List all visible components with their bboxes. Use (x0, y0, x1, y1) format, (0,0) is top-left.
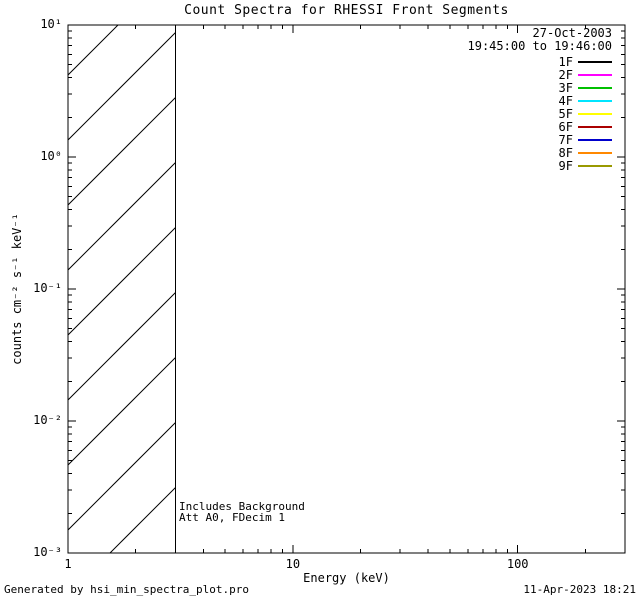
hatch-line (68, 292, 176, 401)
legend-item-6F: 6F (468, 119, 612, 134)
legend-item-9F: 9F (468, 158, 612, 173)
legend-line-swatch (578, 151, 612, 154)
legend-label: 6F (558, 119, 573, 134)
legend-line-swatch (578, 86, 612, 89)
legend-item-5F: 5F (468, 106, 612, 121)
legend-label: 4F (558, 93, 573, 108)
legend-label: 1F (558, 54, 573, 69)
hatch-line (68, 25, 119, 76)
legend-label: 9F (558, 158, 573, 173)
legend-date: 27-Oct-2003 (532, 26, 612, 40)
legend-time-range: 19:45:00 to 19:46:00 (467, 39, 613, 53)
footer-generator: Generated by hsi_min_spectra_plot.pro (4, 583, 250, 596)
legend-line-swatch (578, 73, 612, 76)
y-tick-label: 10⁻¹ (33, 281, 62, 295)
hatch-line (68, 32, 176, 141)
hatch-line (68, 422, 176, 531)
hatch-line (68, 357, 176, 466)
y-tick-label: 10⁻² (33, 413, 62, 427)
hatch-line (68, 97, 176, 206)
x-tick-label: 1 (64, 557, 72, 571)
legend-line-swatch (578, 99, 612, 102)
y-tick-label: 10¹ (40, 17, 62, 31)
legend-item-1F: 1F (468, 54, 612, 69)
legend-label: 2F (558, 67, 573, 82)
legend-line-swatch (578, 164, 612, 167)
legend-item-7F: 7F (468, 132, 612, 147)
annotation-attenuator-state: Att A0, FDecim 1 (179, 511, 285, 524)
legend-item-8F: 8F (468, 145, 612, 160)
legend-line-swatch (578, 60, 612, 63)
annotation-includes-background: Includes Background (179, 500, 305, 513)
legend-line-swatch (578, 125, 612, 128)
hatch-line (68, 162, 176, 271)
legend: 27-Oct-2003 19:45:00 to 19:46:00 1F 2F 3F 4… (467, 26, 613, 173)
footer-timestamp: 11-Apr-2023 18:21 (523, 583, 636, 596)
y-tick-label: 10⁻³ (33, 545, 62, 559)
x-tick-label: 10 (285, 557, 301, 571)
legend-item-2F: 2F (468, 67, 612, 82)
hatch-line (109, 487, 176, 553)
legend-label: 8F (558, 145, 573, 160)
legend-line-swatch (578, 112, 612, 115)
legend-item-3F: 3F (468, 80, 612, 95)
hatched-background-region (68, 25, 176, 553)
legend-label: 7F (558, 132, 573, 147)
legend-label: 3F (558, 80, 573, 95)
legend-item-4F: 4F (468, 93, 612, 108)
legend-items: 1F 2F 3F 4F 5F 6F 7F 8F 9F (468, 54, 612, 173)
legend-line-swatch (578, 138, 612, 141)
x-axis-title: Energy (keV) (303, 571, 390, 585)
legend-label: 5F (558, 106, 573, 121)
chart-title: Count Spectra for RHESSI Front Segments (184, 3, 509, 18)
y-tick-label: 10⁰ (40, 149, 62, 163)
axis-ticks (67, 24, 625, 554)
x-tick-label: 100 (506, 557, 529, 571)
hatch-line (68, 227, 176, 336)
